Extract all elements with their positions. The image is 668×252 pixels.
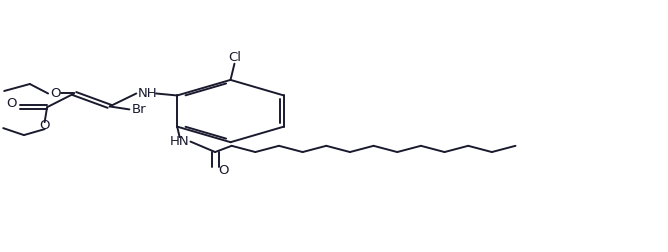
Text: Br: Br bbox=[132, 103, 146, 116]
Text: HN: HN bbox=[170, 135, 190, 148]
Text: NH: NH bbox=[138, 87, 158, 100]
Text: O: O bbox=[218, 164, 229, 177]
Text: O: O bbox=[50, 87, 61, 100]
Text: O: O bbox=[39, 119, 50, 132]
Text: O: O bbox=[6, 97, 17, 110]
Text: Cl: Cl bbox=[228, 51, 241, 64]
